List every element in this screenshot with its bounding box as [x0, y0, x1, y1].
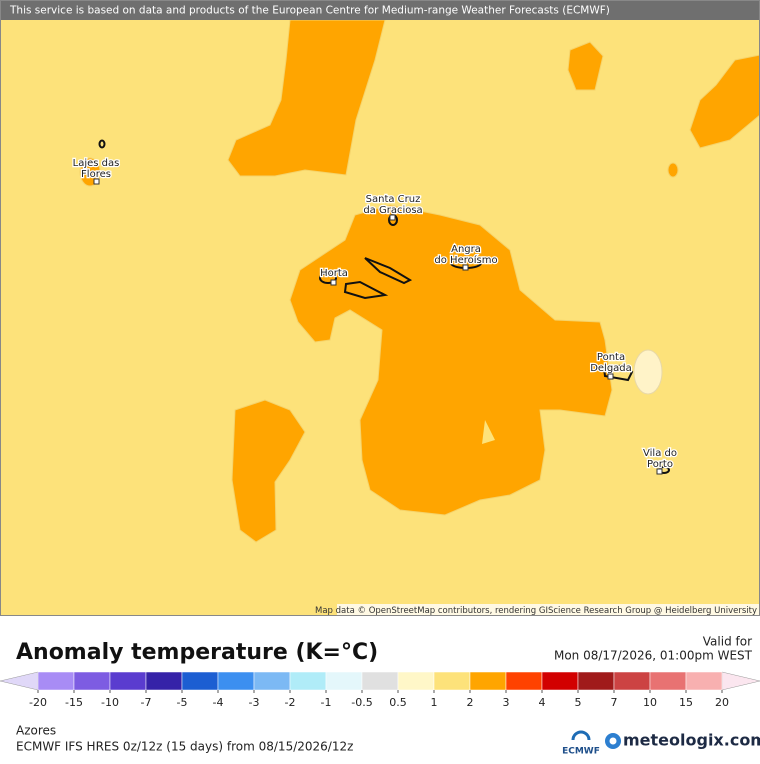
notch: [482, 420, 495, 444]
city-marker: [607, 373, 614, 380]
title: Anomaly temperature (K=°C): [16, 640, 378, 665]
island-outlines: [98, 139, 670, 474]
anomaly-areas: [79, 19, 760, 543]
legend-tick-label: 2: [467, 696, 474, 709]
legend-tick-label: -3: [249, 696, 260, 709]
city-marker: [330, 279, 337, 286]
legend-box: [541, 671, 579, 691]
city-marker: [389, 214, 396, 221]
legend-box: [109, 671, 147, 691]
city-label: Ponta Delgada: [590, 352, 632, 374]
city-marker: [93, 178, 100, 185]
legend-tick-label: -1: [321, 696, 332, 709]
legend-box: [577, 671, 615, 691]
legend-tick-label: -5: [177, 696, 188, 709]
legend-box: [217, 671, 255, 691]
legend-box: [181, 671, 219, 691]
city-label: Angra do Heroísmo: [434, 244, 497, 266]
legend-box: [505, 671, 543, 691]
legend-box: [397, 671, 435, 691]
legend-box: [361, 671, 399, 691]
legend: -20 -15 -10 -7 -5 -4 -3 -2 -1 -0.5 0.5 1 2 3 4 5 7 10 15 20: [0, 671, 760, 709]
site-text: meteologix.com: [623, 731, 760, 750]
legend-tick-label: 1: [431, 696, 438, 709]
city-label: Horta: [320, 268, 348, 279]
legend-box: [685, 671, 723, 691]
legend-box: [37, 671, 75, 691]
attribution-bg: [337, 604, 760, 616]
legend-box: [649, 671, 687, 691]
legend-tick-label: -0.5: [351, 696, 372, 709]
banner-text: This service is based on data and produc…: [9, 5, 610, 17]
legend-tick-label: 4: [539, 696, 546, 709]
legend-tick-label: -4: [213, 696, 224, 709]
legend-tick-label: -2: [285, 696, 296, 709]
legend-box: [73, 671, 111, 691]
banner-bar: [0, 0, 760, 20]
region: Azores: [16, 724, 56, 738]
city-marker: [656, 468, 663, 475]
map: Lajes das Flores Santa Cruz da Graciosa Ho…: [0, 0, 760, 616]
legend-tick-label: 20: [715, 696, 729, 709]
legend-tick-label: -7: [141, 696, 152, 709]
legend-tick-label: 0.5: [389, 696, 407, 709]
valid-time: Mon 08/17/2026, 01:00pm WEST: [554, 649, 753, 663]
meteologix-logo: meteologix.com: [605, 731, 760, 750]
legend-tick-label: -15: [65, 696, 83, 709]
legend-box: [289, 671, 327, 691]
legend-tick-label: -20: [29, 696, 47, 709]
legend-box: [325, 671, 363, 691]
ecmwf-text: ECMWF: [562, 747, 600, 757]
city-label: Vila do Porto: [643, 448, 677, 470]
legend-tick-label: 5: [575, 696, 582, 709]
city-labels: Lajes das Flores Santa Cruz da Graciosa Ho…: [71, 157, 678, 475]
city-label: Lajes das Flores: [73, 158, 120, 180]
legend-tick-label: 3: [503, 696, 510, 709]
valid-label: Valid for: [703, 635, 752, 649]
city-label: Santa Cruz da Graciosa: [363, 194, 422, 216]
legend-box: [469, 671, 507, 691]
legend-tick-label: -10: [101, 696, 119, 709]
ecmwf-logo: ECMWF: [562, 730, 600, 757]
legend-tick-label: 15: [679, 696, 693, 709]
cool-patch: [633, 349, 663, 395]
model-info: ECMWF IFS HRES 0z/12z (15 days) from 08/…: [16, 740, 353, 754]
legend-tick-label: 7: [611, 696, 618, 709]
legend-box: [613, 671, 651, 691]
attribution: Map data © OpenStreetMap contributors, r…: [315, 606, 757, 616]
legend-box: [253, 671, 291, 691]
legend-box: [433, 671, 471, 691]
legend-box: [145, 671, 183, 691]
city-marker: [462, 264, 469, 271]
legend-tick-label: 10: [643, 696, 657, 709]
